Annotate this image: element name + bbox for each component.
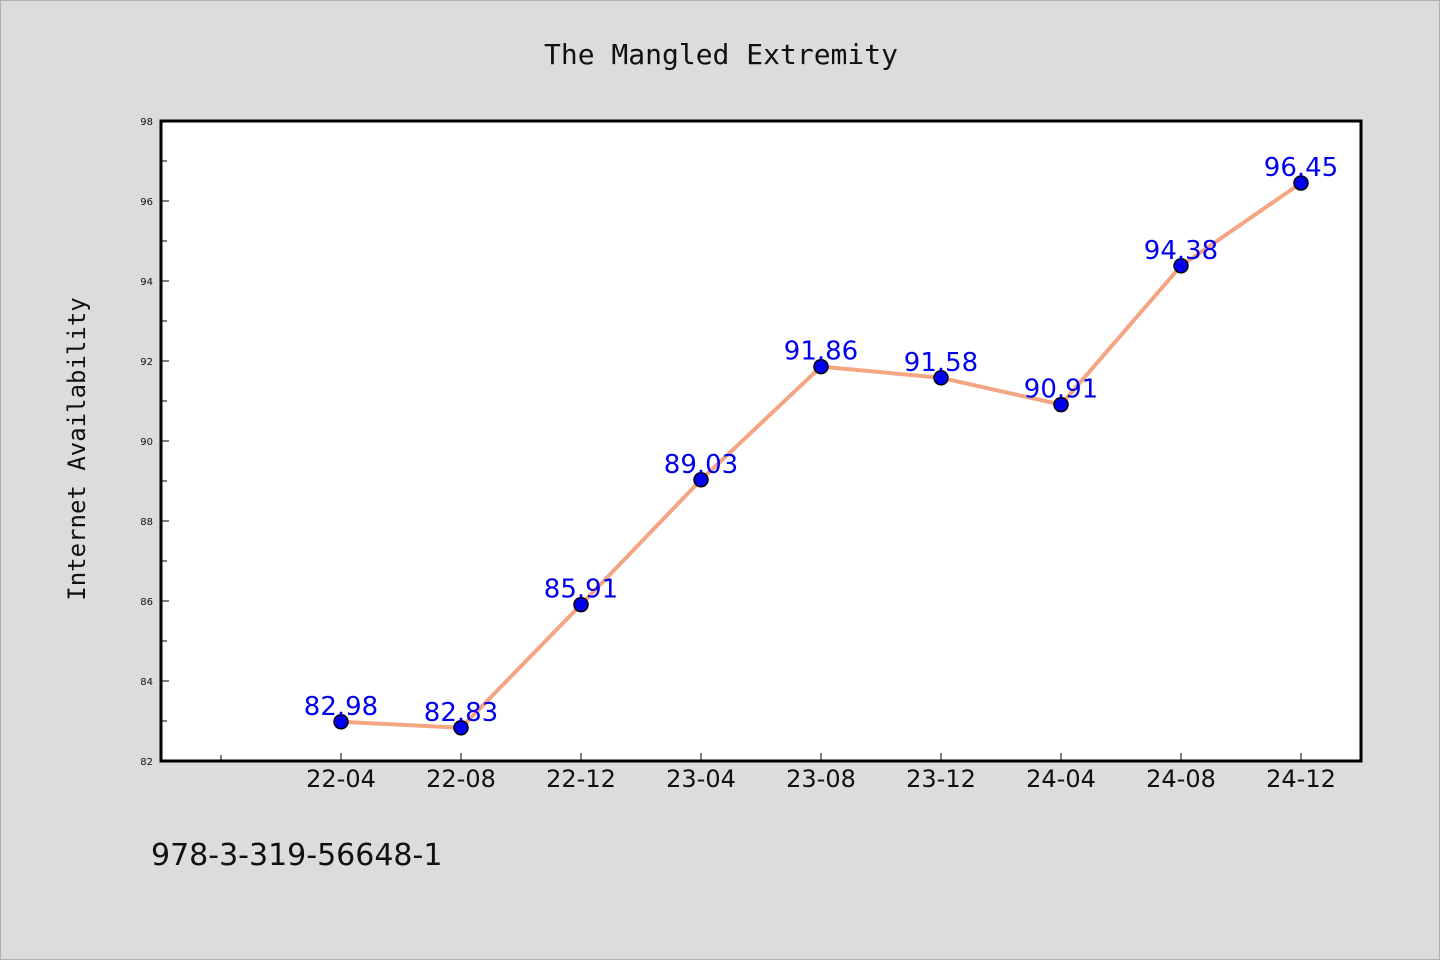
series-markers [333,175,1309,736]
y-tick-label: 90 [140,437,153,448]
x-tick-label: 22-08 [426,765,496,793]
data-label: 96.45 [1264,153,1338,183]
plot-area [159,119,1363,763]
y-tick-label: 98 [140,117,153,128]
x-tick-label: 22-12 [546,765,616,793]
x-tick-label: 24-08 [1146,765,1216,793]
data-label: 82.83 [424,698,498,728]
data-point [693,472,709,488]
y-axis: 82 84 86 88 90 92 94 96 98 [140,117,169,768]
x-axis: 22-04 22-08 22-12 23-04 23-08 23-12 24-04 24-08… [220,753,1336,793]
y-tick-label: 88 [140,517,153,528]
data-label: 94.38 [1144,236,1218,266]
x-tick-label: 23-08 [786,765,856,793]
data-point [573,596,589,613]
data-label: 82.98 [304,692,378,722]
data-point [453,720,469,736]
y-tick-label: 82 [140,757,153,768]
data-label: 91.58 [904,348,978,378]
data-point [1053,396,1069,413]
x-tick-label: 24-12 [1266,765,1336,793]
data-point [1293,175,1309,191]
x-tick-label: 23-12 [906,765,976,793]
data-point [333,714,349,730]
y-tick-label: 92 [140,357,153,368]
data-labels: 82.98 82.83 85.91 89.03 91.86 91.58 90.91 94.38… [304,153,1338,728]
data-point [933,370,949,386]
y-tick-label: 96 [140,197,153,208]
isbn-text: 978-3-319-56648-1 [151,838,442,873]
y-tick-label: 84 [140,677,153,688]
x-tick-label: 22-04 [306,765,376,793]
y-tick-label: 86 [140,597,153,608]
data-point [813,358,829,375]
data-point [1173,258,1189,274]
data-label: 89.03 [664,450,738,480]
chart-title: The Mangled Extremity [544,38,898,71]
data-label: 91.86 [784,337,858,367]
x-tick-label: 23-04 [666,765,736,793]
y-tick-label: 94 [140,277,153,288]
y-axis-label: Internet Availability [63,297,91,600]
data-label: 90.91 [1024,375,1098,405]
x-tick-label: 24-04 [1026,765,1096,793]
data-label: 85.91 [544,575,618,605]
